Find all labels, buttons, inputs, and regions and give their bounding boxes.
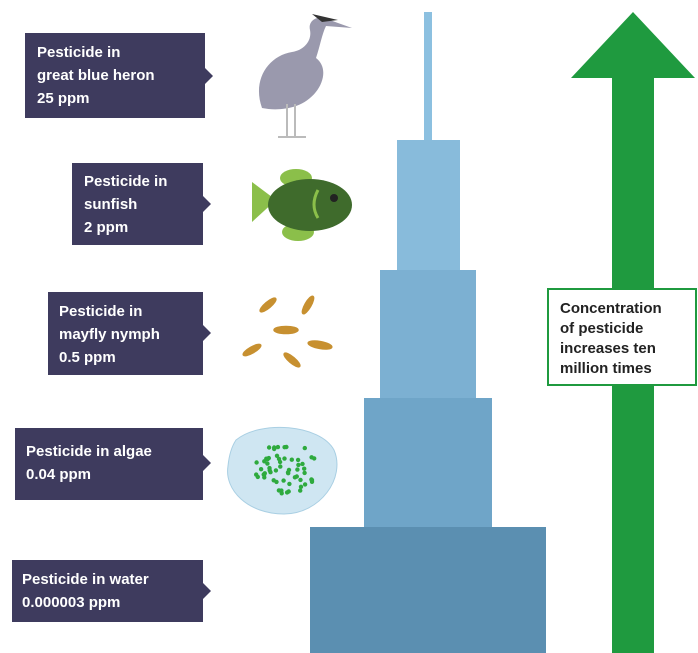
mayfly-icon	[242, 295, 333, 368]
algae-dot	[262, 471, 267, 476]
tower-tier	[364, 398, 492, 529]
label-line: Concentration	[560, 300, 662, 317]
label-line: Pesticide in water	[22, 571, 149, 588]
callout-box	[25, 33, 205, 118]
algae-dot	[264, 456, 269, 461]
callout-pointer	[203, 583, 211, 599]
callout: Pesticide in sunfish 2 ppm	[72, 163, 211, 245]
label-line: Pesticide in	[59, 303, 142, 320]
arrow-label: Concentration of pesticide increases ten…	[560, 300, 666, 377]
tower-spike	[424, 12, 432, 142]
algae-dot	[295, 467, 300, 472]
algae-dot	[292, 475, 298, 480]
callout-pointer	[205, 68, 213, 84]
algae-dot	[274, 453, 280, 458]
algae-dot	[300, 461, 305, 467]
callout-pointer	[203, 455, 211, 471]
callout-pointer	[203, 196, 211, 212]
algae-dot	[278, 464, 283, 469]
callout-box	[48, 292, 203, 375]
label-line: 0.000003 ppm	[22, 594, 120, 611]
label-line: 0.04 ppm	[26, 466, 91, 483]
fish-icon	[252, 169, 352, 241]
algae-dot	[267, 468, 272, 473]
algae-dot	[302, 466, 307, 471]
callout: Pesticide in great blue heron 25 ppm	[25, 33, 213, 118]
label-line: great blue heron	[37, 67, 155, 84]
algae-dot	[295, 457, 301, 463]
algae-dot	[289, 457, 294, 462]
callout-text: Pesticide in sunfish 2 ppm	[84, 173, 172, 236]
callout-box	[72, 163, 203, 245]
callout: Pesticide in mayfly nymph 0.5 ppm	[48, 292, 211, 375]
algae-dot	[279, 491, 284, 496]
algae-dot	[309, 479, 315, 484]
algae-dot	[272, 445, 277, 450]
algae-dot	[254, 472, 259, 477]
label-line: Pesticide in	[37, 44, 120, 61]
callout-text: Pesticide in great blue heron 25 ppm	[37, 44, 159, 107]
label-line: increases ten	[560, 340, 656, 357]
tower-tier	[380, 270, 476, 400]
algae-dot	[302, 482, 308, 487]
algae-dot	[265, 461, 270, 466]
tower	[310, 12, 546, 653]
callout-text: Pesticide in mayfly nymph 0.5 ppm	[59, 303, 164, 366]
tower-tier	[397, 140, 460, 272]
label-line: 0.5 ppm	[59, 349, 116, 366]
arrow-label-box	[547, 288, 697, 386]
algae-dot	[286, 489, 291, 494]
callout-text: Pesticide in algae 0.04 ppm	[26, 443, 156, 483]
algae-dot	[266, 445, 272, 450]
label-line: of pesticide	[560, 320, 643, 337]
label-line: million times	[560, 360, 652, 377]
algae-dot	[302, 470, 307, 476]
algae-dot	[302, 445, 307, 451]
algae-icon	[227, 426, 338, 515]
label-line: Pesticide in algae	[26, 443, 152, 460]
label-line: 25 ppm	[37, 90, 90, 107]
algae-dot	[298, 488, 303, 493]
algae-dot	[254, 460, 259, 465]
algae-dot	[274, 479, 279, 485]
algae-dot	[273, 468, 279, 473]
algae-dot	[287, 481, 292, 487]
callout: Pesticide in algae 0.04 ppm	[15, 428, 211, 500]
tower-tier	[310, 527, 546, 653]
callout-box	[12, 560, 203, 622]
algae-dot	[298, 477, 303, 483]
arrow: Concentration of pesticide increases ten…	[547, 12, 697, 653]
label-line: 2 ppm	[84, 219, 128, 236]
algae-dot	[282, 456, 287, 461]
label-line: sunfish	[84, 196, 137, 213]
arrow-head	[571, 12, 695, 78]
algae-dot	[258, 467, 264, 472]
algae-dot	[309, 455, 314, 460]
callout-box	[15, 428, 203, 500]
callout-text: Pesticide in water 0.000003 ppm	[22, 571, 153, 611]
callout-pointer	[203, 325, 211, 341]
label-line: Pesticide in	[84, 173, 167, 190]
label-line: mayfly nymph	[59, 326, 160, 343]
algae-dot	[281, 478, 286, 483]
algae-dot	[298, 484, 304, 489]
algae-dot	[275, 444, 281, 450]
algae-dot	[286, 467, 292, 473]
algae-dot	[282, 445, 287, 450]
callout: Pesticide in water 0.000003 ppm	[12, 560, 211, 622]
algae-dot	[296, 462, 301, 468]
heron-icon	[258, 14, 352, 138]
